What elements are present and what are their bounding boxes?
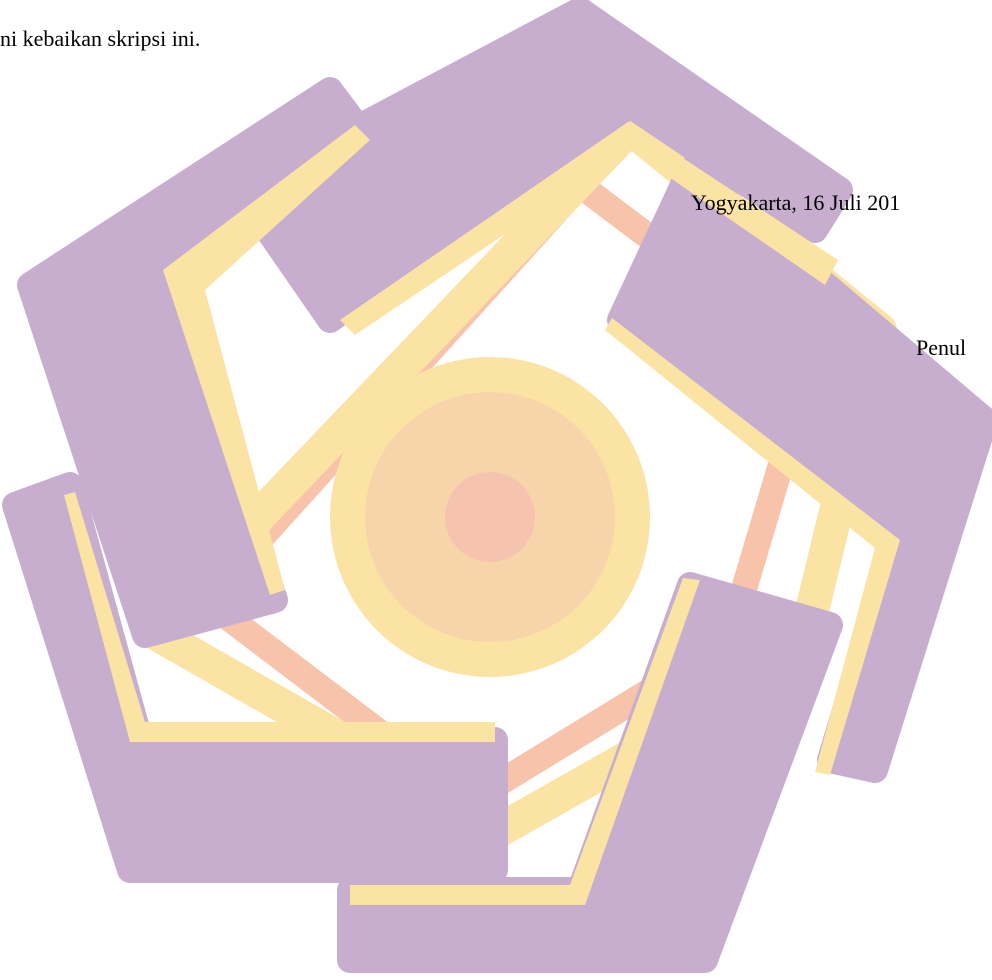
watermark-center-inner: [445, 472, 535, 562]
watermark-yellow-overlay-bottom: [350, 578, 700, 905]
watermark-arm-upper-left: [17, 77, 373, 648]
author-label: Penul: [916, 335, 967, 360]
watermark-arm-top: [227, 0, 853, 333]
watermark-yellow-overlay-top: [340, 122, 838, 335]
date-line: Yogyakarta, 16 Juli 201: [691, 190, 901, 215]
watermark-yellow-overlay-left: [163, 125, 370, 595]
body-text-line: ni kebaikan skripsi ini.: [0, 26, 201, 51]
